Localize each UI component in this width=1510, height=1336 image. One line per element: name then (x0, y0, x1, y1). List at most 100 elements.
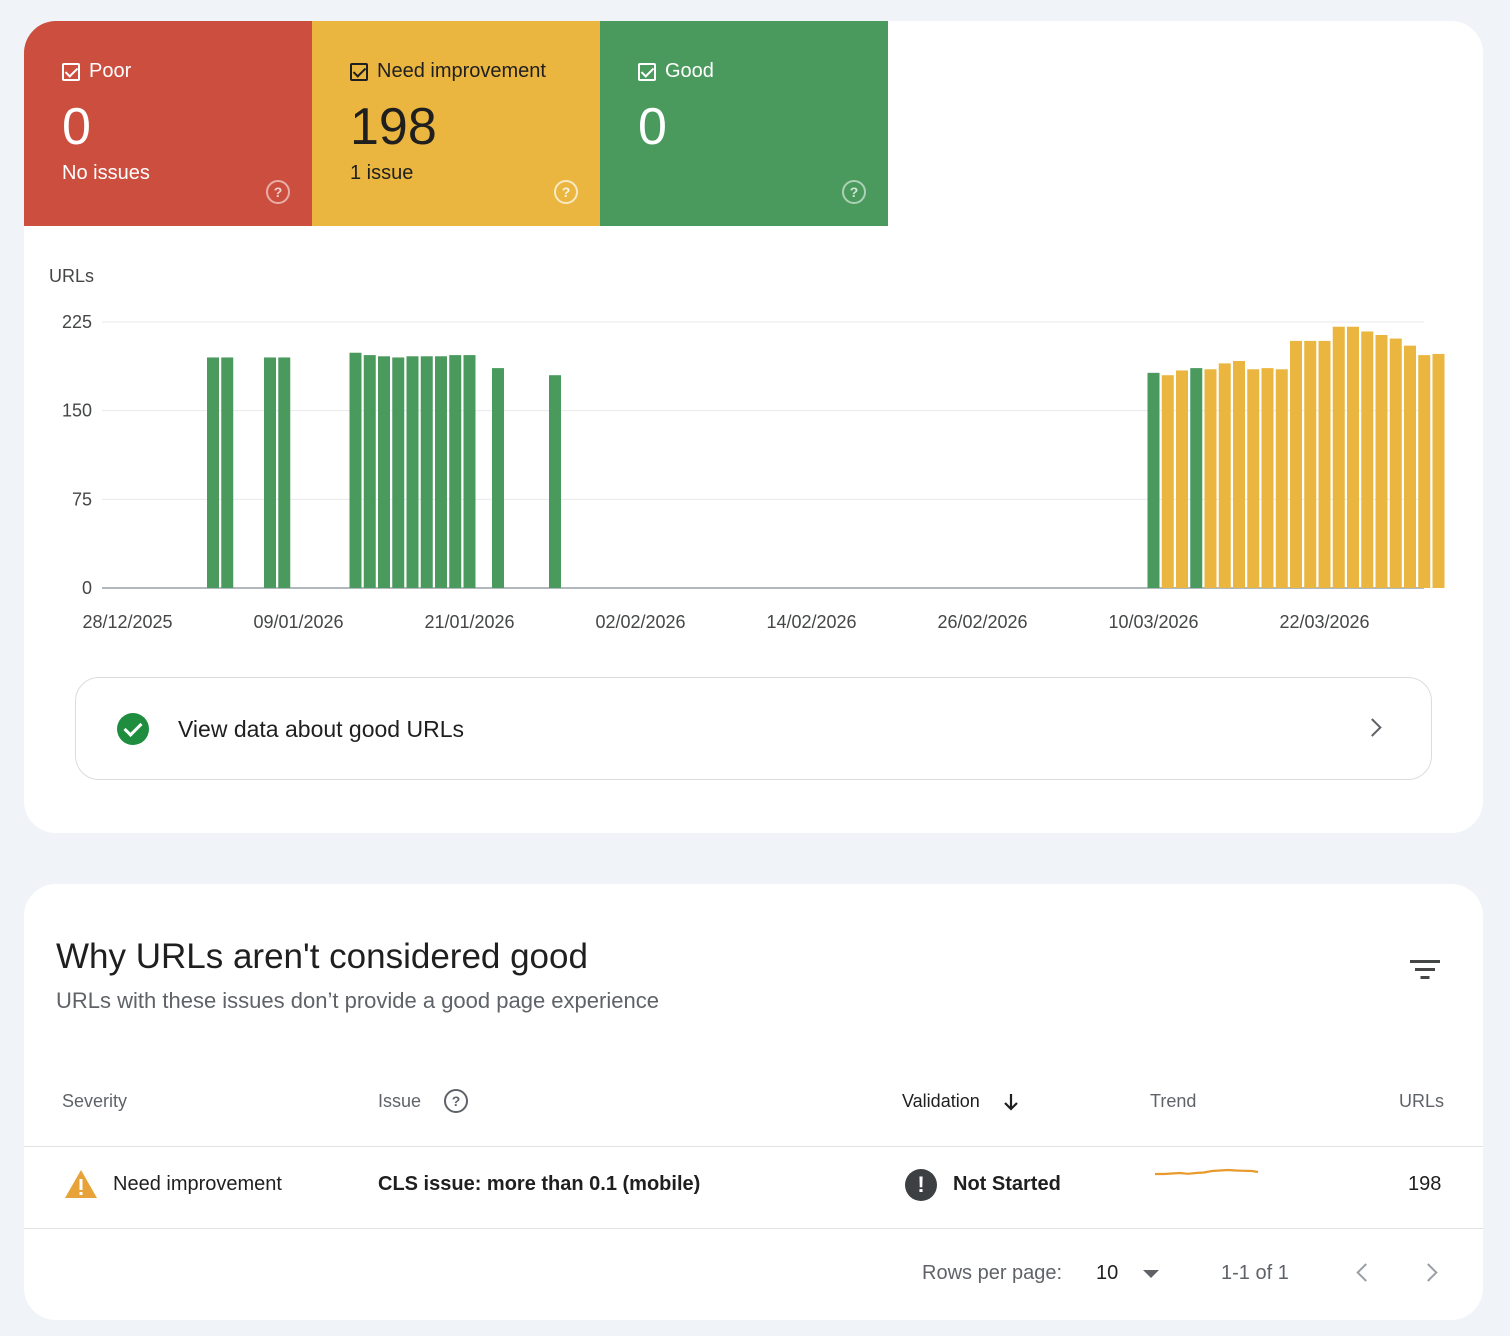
bar[interactable] (1190, 368, 1203, 588)
y-tick-label: 75 (72, 489, 92, 509)
bar[interactable] (1432, 353, 1445, 588)
bar[interactable] (463, 355, 476, 588)
tile-good[interactable]: Good 0 ? (600, 21, 888, 226)
bar[interactable] (1304, 340, 1317, 588)
tile-label: Need improvement (377, 60, 546, 82)
column-header-severity[interactable]: Severity (62, 1091, 128, 1111)
bar[interactable] (1247, 369, 1260, 588)
column-header-trend: Trend (1150, 1091, 1197, 1111)
view-good-urls-link[interactable]: View data about good URLs (75, 677, 1432, 780)
tile-need-improvement[interactable]: Need improvement 198 1 issue ? (312, 21, 600, 226)
tile-value: 0 (62, 98, 91, 156)
bar[interactable] (378, 356, 390, 588)
column-header-urls[interactable]: URLs (1399, 1091, 1445, 1111)
divider (24, 1228, 1483, 1229)
tile-ni-header: Need improvement (350, 60, 546, 83)
bar[interactable] (420, 356, 433, 588)
column-header-validation[interactable]: Validation (902, 1091, 980, 1111)
filter-icon[interactable] (1410, 960, 1440, 982)
bar[interactable] (1176, 370, 1188, 588)
bar[interactable] (449, 355, 462, 588)
bar[interactable] (1218, 363, 1231, 588)
view-good-urls-label: View data about good URLs (178, 716, 464, 742)
help-icon[interactable]: ? (554, 180, 578, 204)
x-tick-label: 09/01/2026 (253, 612, 343, 632)
bar[interactable] (221, 357, 234, 588)
bar[interactable] (406, 356, 419, 588)
tile-label: Good (665, 60, 714, 82)
help-icon[interactable]: ? (842, 180, 866, 204)
summary-tiles: Poor 0 No issues ? Need improvement 198 … (24, 21, 888, 226)
pagination-range: 1-1 of 1 (1221, 1262, 1289, 1284)
row-urls-count: 198 (1408, 1173, 1442, 1195)
bar[interactable] (1290, 340, 1302, 588)
exclamation-circle-icon: ! (905, 1169, 937, 1201)
chevron-right-icon (1363, 718, 1382, 737)
row-validation-status: Not Started (953, 1173, 1061, 1195)
warning-icon (65, 1170, 97, 1198)
row-severity: Need improvement (113, 1173, 282, 1195)
bar[interactable] (1389, 338, 1402, 588)
bar[interactable] (1361, 331, 1374, 588)
x-tick-label: 26/02/2026 (937, 612, 1027, 632)
bar[interactable] (1375, 335, 1388, 588)
bar[interactable] (492, 368, 504, 588)
section-title: Why URLs aren't considered good (56, 937, 588, 976)
tile-good-header: Good (638, 60, 714, 83)
tile-subtext: 1 issue (350, 162, 414, 184)
x-tick-label: 02/02/2026 (595, 612, 685, 632)
checkbox-checked-icon[interactable] (350, 62, 368, 81)
bar[interactable] (1318, 340, 1331, 588)
bar[interactable] (363, 355, 376, 588)
x-tick-label: 10/03/2026 (1108, 612, 1198, 632)
x-tick-label: 28/12/2025 (82, 612, 172, 632)
y-tick-label: 150 (62, 401, 92, 421)
tile-poor[interactable]: Poor 0 No issues ? (24, 21, 312, 226)
chevron-down-icon[interactable] (1143, 1270, 1159, 1278)
bar[interactable] (435, 356, 447, 588)
bar[interactable] (1233, 361, 1245, 588)
bar[interactable] (264, 357, 276, 588)
bar[interactable] (278, 357, 291, 588)
bar[interactable] (1261, 368, 1274, 588)
bar[interactable] (1404, 345, 1416, 588)
bar[interactable] (1147, 372, 1160, 588)
x-tick-label: 14/02/2026 (766, 612, 856, 632)
section-subtitle: URLs with these issues don’t provide a g… (56, 988, 659, 1013)
trend-sparkline (1155, 1168, 1259, 1176)
issues-card: Why URLs aren't considered good URLs wit… (24, 884, 1483, 1320)
bar[interactable] (1418, 355, 1431, 588)
chart-grid (102, 321, 1424, 589)
bar[interactable] (1204, 369, 1217, 588)
rows-per-page-select[interactable]: 10 (1096, 1262, 1119, 1284)
column-header-issue[interactable]: Issue (378, 1091, 422, 1111)
chart-bars (207, 326, 1445, 588)
tile-poor-header: Poor (62, 60, 131, 83)
arrow-down-icon[interactable] (1001, 1091, 1021, 1113)
overview-card: Poor 0 No issues ? Need improvement 198 … (24, 21, 1483, 833)
bar[interactable] (349, 352, 362, 588)
urls-bar-chart: URLs 0 75 150 225 28/12/2025 09/01/2026 21/01/… (49, 266, 1445, 632)
help-icon[interactable]: ? (266, 180, 290, 204)
checkbox-checked-icon[interactable] (638, 62, 656, 81)
rows-per-page-label: Rows per page: (922, 1262, 1063, 1284)
y-tick-label: 0 (82, 578, 92, 598)
chart-ticks: 0 75 150 225 28/12/2025 09/01/2026 21/01/2026 0… (62, 312, 1370, 632)
checkbox-checked-icon[interactable] (62, 62, 80, 81)
bar[interactable] (207, 357, 219, 588)
bar[interactable] (392, 357, 405, 588)
divider (24, 1146, 1483, 1147)
bar[interactable] (549, 375, 561, 588)
bar[interactable] (1332, 326, 1345, 588)
check-circle-icon (117, 713, 149, 745)
x-tick-label: 21/01/2026 (424, 612, 514, 632)
bar[interactable] (1161, 375, 1174, 588)
chevron-right-icon[interactable] (1419, 1263, 1438, 1282)
tile-value: 0 (638, 98, 667, 156)
x-tick-label: 22/03/2026 (1279, 612, 1369, 632)
bar[interactable] (1347, 326, 1359, 588)
help-icon[interactable]: ? (444, 1089, 468, 1113)
row-issue[interactable]: CLS issue: more than 0.1 (mobile) (378, 1173, 701, 1195)
bar[interactable] (1275, 369, 1288, 588)
chevron-left-icon[interactable] (1356, 1263, 1375, 1282)
